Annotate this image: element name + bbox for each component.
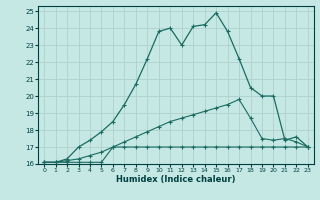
X-axis label: Humidex (Indice chaleur): Humidex (Indice chaleur) xyxy=(116,175,236,184)
